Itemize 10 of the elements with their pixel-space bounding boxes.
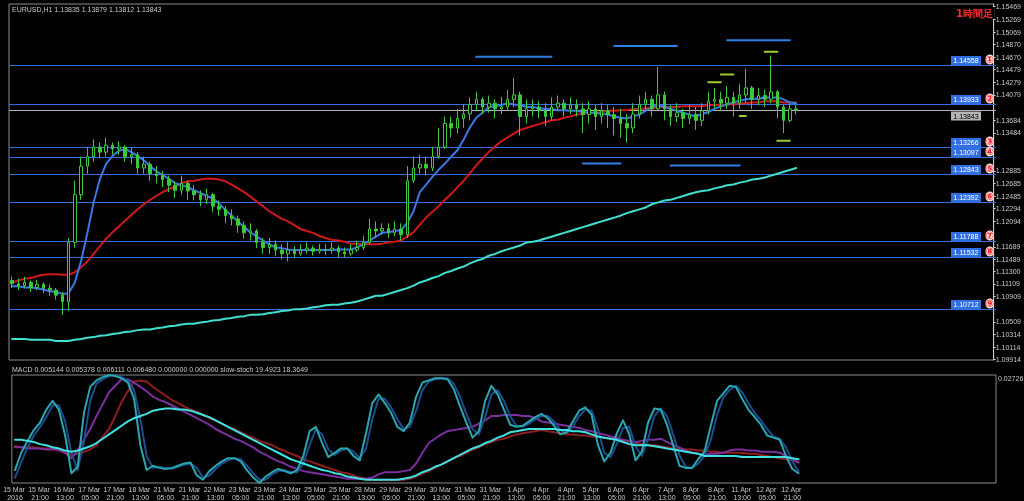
ref-line-label: ⑦ bbox=[985, 230, 994, 241]
ref-line-label: ⑤ bbox=[985, 163, 994, 174]
annotation: 1時間足 bbox=[956, 7, 994, 19]
ref-line-label: ④ bbox=[985, 146, 994, 157]
ref-line-label: ⑥ bbox=[985, 191, 994, 202]
ref-line-label: ⑧ bbox=[985, 246, 994, 257]
ref-line-label: ③ bbox=[985, 136, 994, 147]
ref-line-label: ⑨ bbox=[985, 298, 994, 309]
ref-line-label: ① bbox=[985, 54, 994, 65]
ref-line-label: ② bbox=[985, 93, 994, 104]
